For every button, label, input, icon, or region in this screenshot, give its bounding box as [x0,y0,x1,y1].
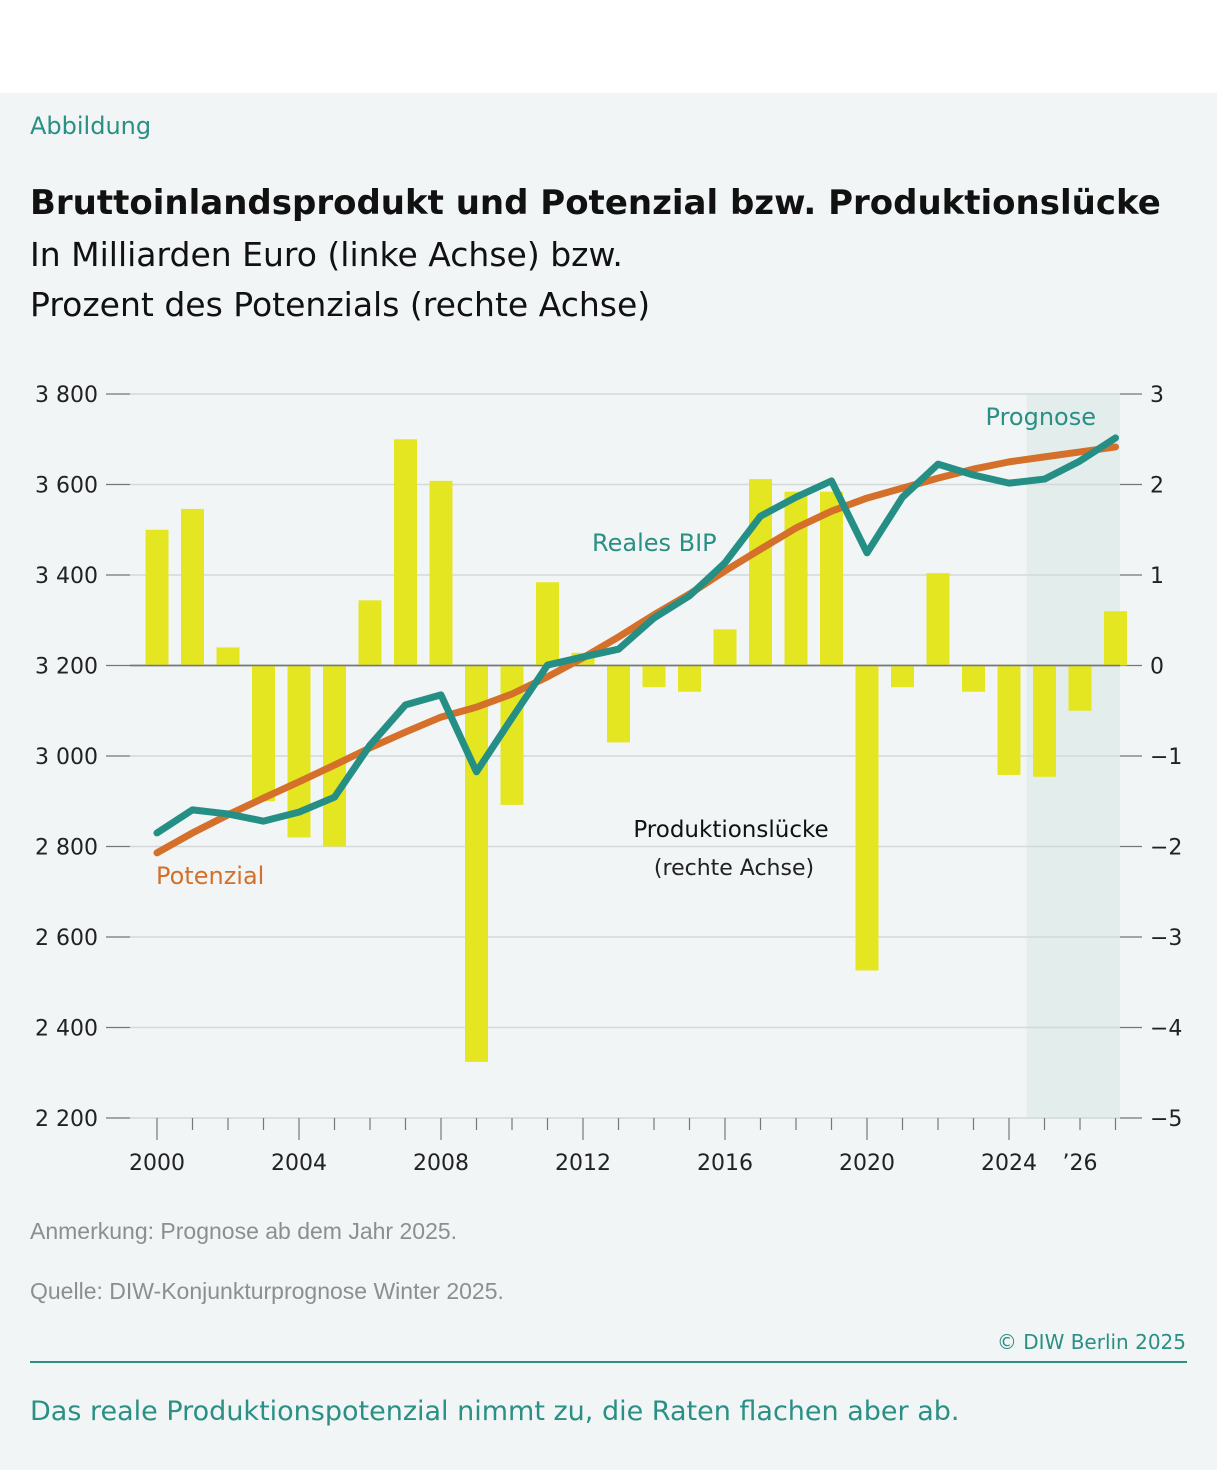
figure-panel [0,93,1217,1470]
bar-2014 [642,665,666,688]
bar-2002 [216,647,240,666]
right-tick-label: −2 [1150,836,1182,861]
right-tick-label: −1 [1150,745,1182,770]
chart-subtitle-line1: In Milliarden Euro (linke Achse) bzw. [30,235,623,274]
x-tick-label: 2008 [413,1151,469,1176]
bar-2026 [1068,665,1092,711]
right-tick-label: 3 [1150,383,1164,408]
copyright: © DIW Berlin 2025 [996,1330,1186,1354]
bar-2009 [465,665,488,1062]
bar-2024 [997,665,1021,776]
label-reales-bip: Reales BIP [592,529,717,557]
x-tick-label: 2020 [839,1151,895,1176]
line-potenzial [153,443,1119,857]
left-tick-label: 2 600 [35,926,98,951]
divider [30,1361,1187,1363]
bar-2021 [891,665,914,688]
bar-2019 [820,491,843,666]
bar-2008 [429,480,453,666]
left-tick-label: 3 000 [35,745,98,770]
x-tick-label: 2000 [129,1151,185,1176]
chart-subtitle-line2: Prozent des Potenzials (rechte Achse) [30,285,651,324]
bar-2013 [607,665,630,743]
left-tick-label: 2 200 [35,1107,98,1132]
left-tick-label: 3 800 [35,383,98,408]
left-tick-label: 2 400 [35,1017,98,1042]
right-tick-label: −3 [1150,926,1182,951]
chart: Prognose 2 200 2 400 2 600 2 800 3 000 3 200 3 … [35,383,1182,1176]
x-tick-label: ’26 [1063,1151,1098,1176]
source-note: Quelle: DIW-Konjunkturprognose Winter 20… [30,1278,504,1304]
bar-2022 [926,573,950,666]
left-tick-label: 2 800 [35,836,98,861]
bar-2000 [145,529,169,666]
right-tick-label: −5 [1150,1107,1182,1132]
bar-2023 [962,665,985,692]
left-tick-label: 3 200 [35,655,98,680]
bar-2027 [1104,611,1127,666]
line-reales-bip [153,434,1119,837]
left-tick-label: 3 600 [35,474,98,499]
bar-2020 [855,665,879,971]
bar-2004 [287,665,311,838]
forecast-label: Prognose [986,403,1096,431]
chart-title: Bruttoinlandsprodukt und Potenzial bzw. … [30,183,1161,223]
figure-kicker: Abbildung [30,112,152,140]
bar-2015 [678,665,701,692]
x-tick-label: 2016 [697,1151,753,1176]
label-rechte-achse: (rechte Achse) [654,856,814,881]
bar-2011 [536,582,559,666]
right-tick-label: −4 [1150,1017,1182,1042]
bar-2005 [323,665,346,847]
left-tick-label: 3 400 [35,564,98,589]
bar-2001 [181,508,204,666]
bar-2006 [358,600,382,666]
bar-2010 [500,665,524,805]
label-potenzial: Potenzial [156,862,264,890]
x-tick-label: 2004 [271,1151,327,1176]
label-produktionsluecke: Produktionslücke [633,817,828,843]
right-tick-label: 1 [1150,564,1164,589]
bar-2025 [1033,665,1056,777]
bar-2018 [784,491,808,666]
takeaway-text: Das reale Produktionspotenzial nimmt zu,… [30,1396,960,1427]
right-tick-label: 0 [1150,655,1164,680]
bar-2016 [713,629,737,666]
x-tick-label: 2024 [981,1151,1037,1176]
bar-2017 [749,479,772,666]
bar-2003 [252,665,275,802]
bar-2007 [394,439,417,666]
x-tick-label: 2012 [555,1151,611,1176]
footnote: Anmerkung: Prognose ab dem Jahr 2025. [30,1218,458,1244]
right-tick-label: 2 [1150,474,1164,499]
